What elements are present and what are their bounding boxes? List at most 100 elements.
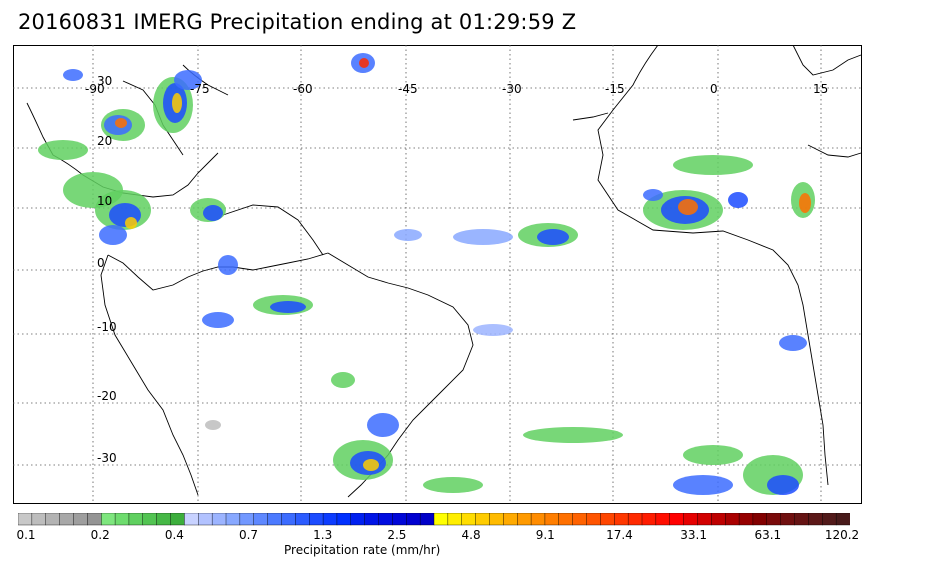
precipitation-map — [13, 45, 862, 504]
colorbar-swatch — [322, 513, 338, 526]
precip-patch — [453, 229, 513, 245]
latitude-label: 20 — [97, 134, 113, 148]
colorbar-swatch — [392, 513, 407, 526]
colorbar-tick-label: 0.2 — [90, 528, 110, 542]
map-title: 20160831 IMERG Precipitation ending at 0… — [18, 10, 577, 34]
precip-patch — [523, 427, 623, 443]
colorbar-swatch — [586, 513, 601, 526]
precip-patch — [728, 192, 748, 208]
precip-patch — [779, 335, 807, 351]
colorbar-title: Precipitation rate (mm/hr) — [284, 543, 441, 557]
precip-patch — [683, 445, 743, 465]
colorbar-swatch — [461, 513, 477, 526]
colorbar-swatch — [614, 513, 629, 526]
colorbar-swatch — [114, 513, 130, 526]
colorbar-tick-label: 9.1 — [535, 528, 555, 542]
precip-patch — [218, 255, 238, 275]
longitude-label: -30 — [502, 82, 522, 96]
precipitation-field — [38, 53, 815, 495]
colorbar-swatch — [281, 513, 296, 526]
precip-patch — [331, 372, 355, 388]
colorbar-tick-label: 0.4 — [164, 528, 184, 542]
colorbar-swatch — [544, 513, 560, 526]
colorbar-swatch — [808, 513, 823, 526]
colorbar-swatch — [31, 513, 47, 526]
colorbar-swatch — [475, 513, 490, 526]
colorbar-swatch — [267, 513, 282, 526]
colorbar-swatch — [558, 513, 574, 526]
colorbar-swatch — [517, 513, 532, 526]
colorbar-swatch — [198, 513, 213, 526]
colorbar-swatch — [128, 513, 144, 526]
colorbar-swatch — [835, 513, 850, 526]
colorbar-tick-label: 120.2 — [824, 528, 860, 542]
colorbar-swatch — [530, 513, 546, 526]
precip-patch — [473, 324, 513, 336]
colorbar-tick-label: 1.3 — [313, 528, 333, 542]
precip-patch — [367, 413, 399, 437]
colorbar-swatch — [489, 513, 504, 526]
colorbar-swatch — [627, 513, 643, 526]
colorbar-swatch — [336, 513, 352, 526]
precip-patch — [270, 301, 306, 313]
colorbar-swatch — [378, 513, 393, 526]
colorbar-tick-label: 4.8 — [461, 528, 481, 542]
latitude-label: 0 — [97, 256, 105, 270]
colorbar-swatch — [156, 513, 171, 526]
colorbar-swatch — [239, 513, 255, 526]
latitude-label: 10 — [97, 194, 113, 208]
colorbar-swatch — [100, 513, 116, 526]
longitude-label: -60 — [293, 82, 313, 96]
colorbar-swatch — [225, 513, 241, 526]
colorbar-swatch — [669, 513, 684, 526]
longitude-label: -15 — [605, 82, 625, 96]
precip-patch — [202, 312, 234, 328]
colorbar-tick-label: 33.1 — [680, 528, 707, 542]
colorbar-swatch — [683, 513, 698, 526]
precip-patch — [115, 118, 127, 128]
colorbar-swatch — [142, 513, 158, 526]
precip-patch — [63, 69, 83, 81]
latitude-label: 30 — [97, 74, 113, 88]
longitude-label: 0 — [710, 82, 718, 96]
precip-patch — [394, 229, 422, 241]
colorbar-tick-labels: 0.1 0.2 0.4 0.7 1.3 2.5 4.8 9.1 17.4 33.1 63.1 120.… — [0, 528, 944, 544]
colorbar-swatch — [406, 513, 421, 526]
colorbar-swatch — [794, 513, 809, 526]
precip-patch — [537, 229, 569, 245]
colorbar-swatch — [725, 513, 740, 526]
colorbar-swatch — [253, 513, 268, 526]
colorbar-swatch — [641, 513, 657, 526]
precip-patch — [172, 93, 182, 113]
colorbar-swatch — [45, 513, 60, 526]
longitude-label: -75 — [190, 82, 210, 96]
precip-patch — [205, 420, 221, 430]
colorbar-swatch — [295, 513, 310, 526]
precip-patch — [767, 475, 799, 495]
latitude-label: -20 — [97, 389, 117, 403]
colorbar-swatch — [503, 513, 518, 526]
precip-patch — [799, 193, 811, 213]
colorbar-swatch — [711, 513, 726, 526]
colorbar-swatch — [309, 513, 324, 526]
colorbar — [18, 513, 850, 526]
colorbar-tick-label: 2.5 — [387, 528, 407, 542]
colorbar-swatch — [600, 513, 615, 526]
longitude-label: 15 — [813, 82, 829, 96]
map-frame — [13, 45, 862, 504]
colorbar-swatch — [752, 513, 768, 526]
precip-patch — [359, 58, 369, 68]
colorbar-swatch — [73, 513, 88, 526]
latitude-label: -10 — [97, 320, 117, 334]
precip-patch — [125, 217, 137, 229]
colorbar-swatch — [447, 513, 463, 526]
colorbar-swatch — [184, 513, 199, 526]
colorbar-swatch — [655, 513, 671, 526]
precip-patch — [423, 477, 483, 493]
colorbar-swatch — [59, 513, 74, 526]
colorbar-swatch — [350, 513, 366, 526]
colorbar-swatch — [87, 513, 102, 526]
colorbar-tick-label: 17.4 — [606, 528, 633, 542]
longitude-label: -90 — [85, 82, 105, 96]
precip-patch — [673, 155, 753, 175]
